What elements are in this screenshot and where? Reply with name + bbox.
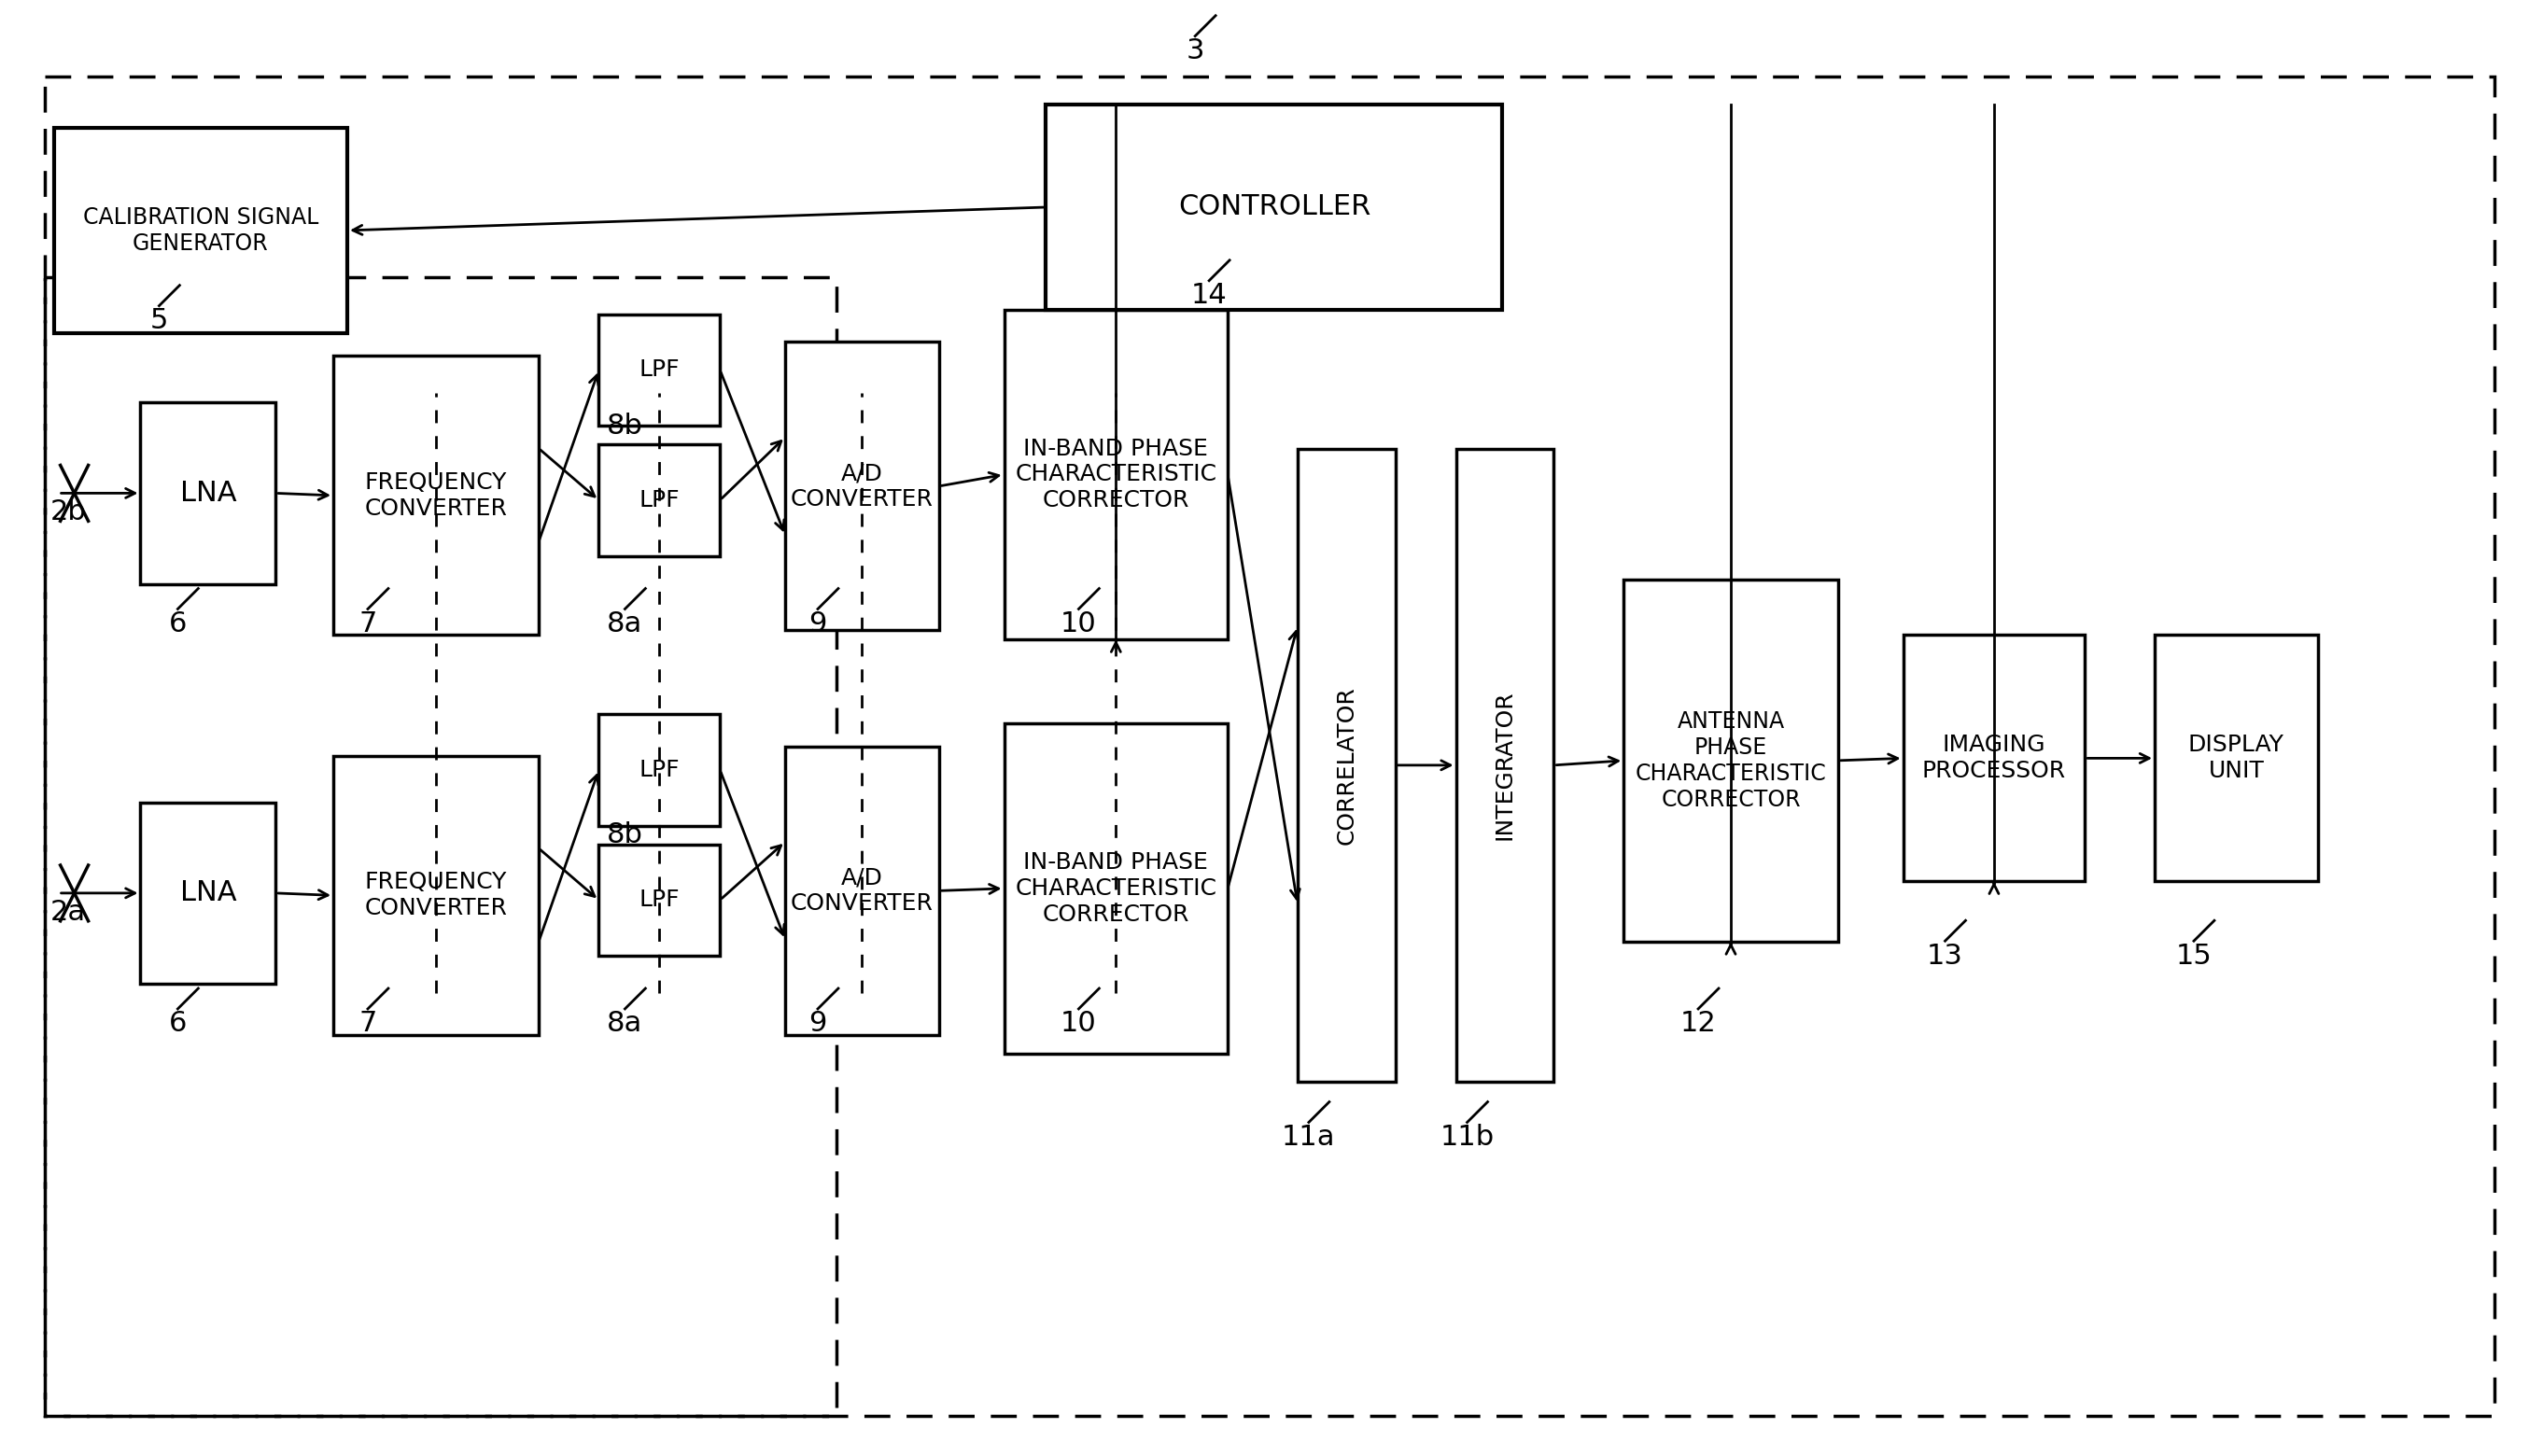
Bar [786,747,938,1035]
Text: FREQUENCY
CONVERTER: FREQUENCY CONVERTER [364,472,506,520]
Bar [1004,724,1228,1054]
Text: 13: 13 [1928,942,1963,970]
Bar [333,756,539,1035]
Text: 9: 9 [809,1010,826,1037]
Text: 7: 7 [359,610,376,638]
Text: A/D
CONVERTER: A/D CONVERTER [791,462,933,511]
Text: INTEGRATOR: INTEGRATOR [1493,690,1516,840]
Bar [1004,310,1228,639]
Bar [598,713,720,826]
Text: 10: 10 [1060,610,1096,638]
Bar [598,314,720,425]
Bar [1045,105,1503,310]
Bar [140,802,275,984]
Text: CORRELATOR: CORRELATOR [1335,686,1358,844]
Text: CALIBRATION SIGNAL
GENERATOR: CALIBRATION SIGNAL GENERATOR [84,207,318,255]
Text: DISPLAY
UNIT: DISPLAY UNIT [2187,734,2284,782]
Text: 3: 3 [1185,38,1205,64]
Text: LPF: LPF [638,489,679,511]
Text: LPF: LPF [638,358,679,381]
Text: 15: 15 [2177,942,2212,970]
Text: 6: 6 [168,1010,186,1037]
Bar [598,444,720,556]
Text: 12: 12 [1681,1010,1717,1037]
Text: 8a: 8a [608,1010,643,1037]
Bar [1902,635,2085,881]
Text: IN-BAND PHASE
CHARACTERISTIC
CORRECTOR: IN-BAND PHASE CHARACTERISTIC CORRECTOR [1015,852,1216,926]
Text: 14: 14 [1190,282,1228,309]
Bar [1297,448,1396,1082]
Text: 5: 5 [150,307,168,335]
Text: IMAGING
PROCESSOR: IMAGING PROCESSOR [1923,734,2065,782]
Text: 6: 6 [168,610,186,638]
Text: 7: 7 [359,1010,376,1037]
Bar [333,357,539,635]
Text: 10: 10 [1060,1010,1096,1037]
Text: LPF: LPF [638,759,679,780]
Text: ANTENNA
PHASE
CHARACTERISTIC
CORRECTOR: ANTENNA PHASE CHARACTERISTIC CORRECTOR [1635,711,1826,811]
Text: IN-BAND PHASE
CHARACTERISTIC
CORRECTOR: IN-BAND PHASE CHARACTERISTIC CORRECTOR [1015,437,1216,511]
Text: 8b: 8b [608,821,643,849]
Text: 2a: 2a [51,898,86,926]
Bar [1457,448,1554,1082]
Text: LNA: LNA [181,479,236,507]
Bar [2154,635,2317,881]
Text: LPF: LPF [638,888,679,911]
Text: 2b: 2b [51,499,86,526]
Bar [53,128,348,333]
Text: 8a: 8a [608,610,643,638]
Text: 11a: 11a [1282,1124,1335,1150]
Bar [140,402,275,584]
Text: 11b: 11b [1439,1124,1495,1150]
Text: LNA: LNA [181,879,236,907]
Text: CONTROLLER: CONTROLLER [1177,194,1371,221]
Text: 8b: 8b [608,412,643,440]
Bar [46,277,837,1417]
Bar [1622,579,1839,942]
Text: FREQUENCY
CONVERTER: FREQUENCY CONVERTER [364,871,506,920]
Bar [786,342,938,630]
Text: A/D
CONVERTER: A/D CONVERTER [791,866,933,914]
Bar [598,844,720,955]
Text: 9: 9 [809,610,826,638]
